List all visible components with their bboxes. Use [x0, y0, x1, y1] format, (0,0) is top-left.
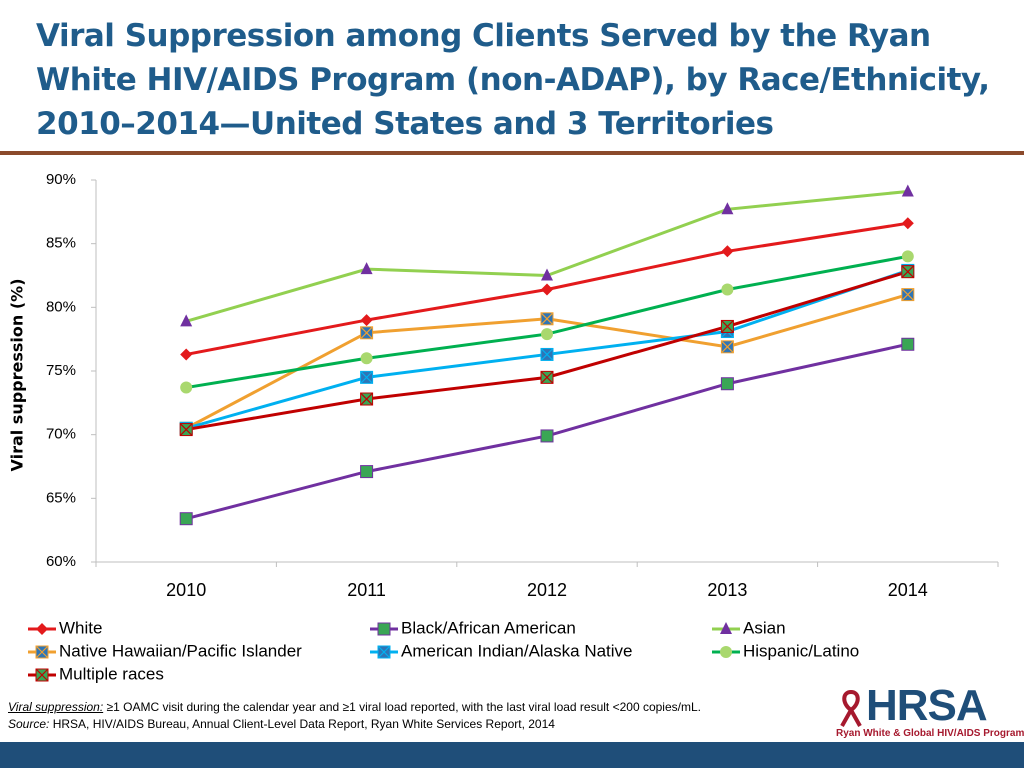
logo: HRSA Ryan White & Global HIV/AIDS Progra… — [836, 681, 1024, 740]
data-point — [360, 262, 373, 275]
title-rule — [0, 151, 1024, 155]
data-point — [541, 268, 553, 281]
footnote-term: Viral suppression: — [8, 700, 104, 714]
marker-cross — [179, 423, 193, 436]
legend-label: Hispanic/Latino — [743, 641, 859, 660]
y-tick-label: 65% — [46, 489, 76, 506]
y-tick-label: 85% — [46, 235, 76, 252]
marker-cross — [901, 288, 915, 302]
bottom-bar — [0, 742, 1024, 768]
data-point — [360, 352, 373, 365]
marker-cross — [720, 340, 734, 354]
marker-cross — [35, 645, 49, 659]
data-point — [180, 314, 193, 327]
marker-cross — [720, 320, 734, 333]
data-point — [901, 337, 915, 351]
marker-cross — [540, 312, 554, 326]
data-point — [901, 217, 914, 230]
footnote: Viral suppression: ≥1 OAMC visit during … — [8, 700, 701, 714]
x-tick-label: 2013 — [707, 580, 747, 600]
slide-title: Viral Suppression among Clients Served b… — [36, 18, 990, 142]
source: Source: HRSA, HIV/AIDS Bureau, Annual Cl… — [8, 717, 555, 731]
ribbon-icon — [840, 689, 862, 727]
data-point — [901, 184, 914, 197]
x-tick-label: 2012 — [527, 580, 567, 600]
data-point — [721, 202, 734, 215]
marker-cross — [540, 370, 554, 384]
legend-label: Black/African American — [401, 618, 576, 637]
x-tick-label: 2014 — [888, 580, 928, 600]
data-point — [721, 283, 734, 296]
x-tick-label: 2011 — [347, 580, 386, 600]
legend-label: Native Hawaiian/Pacific Islander — [59, 641, 302, 660]
legend-label: American Indian/Alaska Native — [401, 641, 633, 660]
legend-marker — [36, 623, 48, 635]
marker-cross — [377, 645, 391, 659]
data-point — [541, 283, 553, 296]
legend-label: White — [59, 618, 102, 637]
marker-cross — [360, 326, 374, 340]
marker-cross — [360, 370, 374, 384]
legend-marker — [720, 622, 732, 634]
data-point — [540, 429, 554, 443]
legend-marker — [720, 646, 732, 658]
source-label: Source: — [8, 717, 50, 731]
y-tick-label: 75% — [46, 362, 76, 379]
legend-marker — [377, 622, 391, 636]
series-line — [185, 189, 908, 323]
marker-cross — [540, 348, 554, 361]
legend-label: Asian — [743, 618, 786, 637]
chart: Viral suppression (%) 60% 65% 70% 75% 80% 85%… — [8, 171, 999, 683]
source-text: HRSA, HIV/AIDS Bureau, Annual Client-Lev… — [52, 717, 555, 731]
marker-cross — [360, 392, 374, 406]
data-point — [720, 377, 734, 391]
x-tick-label: 2010 — [166, 580, 206, 600]
y-tick-label: 60% — [46, 553, 76, 570]
logo-text: HRSA — [866, 681, 988, 730]
data-point — [360, 465, 374, 479]
y-tick-label: 80% — [46, 298, 76, 315]
data-point — [360, 314, 373, 327]
marker-cross — [35, 668, 49, 682]
marker-cross — [901, 265, 915, 279]
y-tick-label: 90% — [46, 171, 76, 188]
logo-subtext: Ryan White & Global HIV/AIDS Programs — [836, 728, 1024, 739]
data-point — [179, 512, 193, 526]
data-point — [180, 348, 193, 361]
data-point — [541, 328, 553, 341]
data-point — [721, 245, 734, 258]
data-point — [901, 250, 914, 263]
legend-label: Multiple races — [59, 664, 164, 683]
y-tick-label: 70% — [46, 426, 76, 443]
y-axis-label: Viral suppression (%) — [8, 278, 27, 471]
data-point — [180, 381, 193, 394]
footnote-text: ≥1 OAMC visit during the calendar year a… — [106, 700, 701, 714]
